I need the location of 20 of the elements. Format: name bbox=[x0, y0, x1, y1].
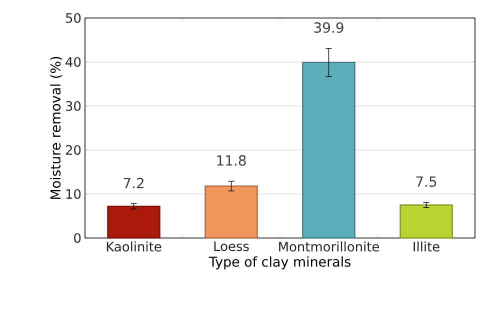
x-axis-title: Type of clay minerals bbox=[208, 256, 350, 270]
y-tick-label: 30 bbox=[66, 101, 81, 111]
y-tick-label: 10 bbox=[66, 189, 81, 199]
bar bbox=[204, 185, 258, 239]
x-tick-label: Illite bbox=[414, 242, 440, 252]
bar bbox=[400, 204, 453, 239]
y-tick-label: 40 bbox=[66, 57, 81, 67]
x-tick-label: Montmorillonite bbox=[279, 242, 379, 252]
x-tick-label: Kaolinite bbox=[106, 242, 162, 252]
y-tick-label: 0 bbox=[74, 233, 81, 243]
data-label: 39.9 bbox=[314, 22, 344, 33]
bar bbox=[302, 62, 356, 239]
y-tick-label: 50 bbox=[66, 13, 81, 23]
data-label: 11.8 bbox=[217, 155, 246, 166]
y-tick-label: 20 bbox=[66, 145, 81, 155]
bar bbox=[107, 206, 160, 239]
data-label: 7.2 bbox=[124, 178, 144, 188]
x-tick-label: Loess bbox=[214, 242, 249, 252]
y-axis-title: Moisture removal (%) bbox=[50, 56, 62, 199]
data-label: 7.5 bbox=[416, 176, 436, 187]
